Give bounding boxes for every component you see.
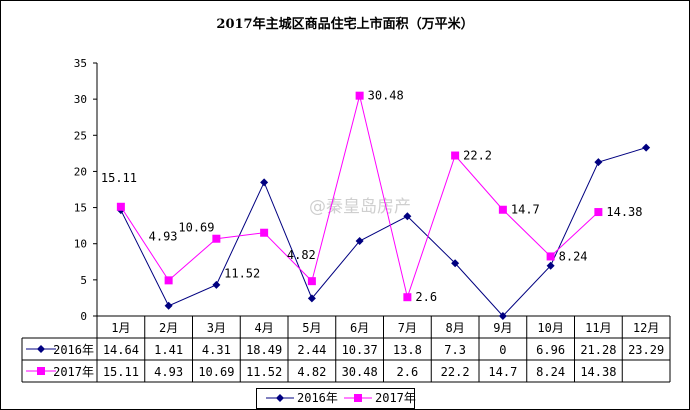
chart-title: 2017年主城区商品住宅上市面积（万平米） — [216, 16, 473, 32]
x-category-label: 2月 — [159, 321, 178, 335]
y-tick-label: 30 — [74, 93, 87, 106]
data-label: 30.48 — [368, 89, 404, 103]
data-point — [642, 143, 651, 152]
table-cell: 8.24 — [536, 365, 565, 379]
table-cell: 14.64 — [103, 343, 139, 357]
table-series-name: 2017年 — [53, 365, 94, 379]
y-tick-label: 20 — [74, 165, 87, 178]
data-point — [498, 312, 507, 320]
data-point — [307, 294, 316, 303]
legend-marker — [354, 394, 362, 402]
x-category-label: 11月 — [585, 321, 611, 335]
data-label: 8.24 — [559, 249, 588, 263]
data-point — [594, 158, 603, 167]
x-category-label: 10月 — [537, 321, 563, 335]
data-point — [451, 259, 460, 268]
table-cell: 2.6 — [397, 365, 419, 379]
table-cell: 14.7 — [488, 365, 517, 379]
table-cell: 4.31 — [202, 343, 231, 357]
x-category-label: 4月 — [255, 321, 274, 335]
legend-marker — [276, 394, 284, 402]
table-legend-marker — [37, 345, 45, 353]
table-cell: 4.82 — [297, 365, 326, 379]
table-cell: 21.28 — [580, 343, 616, 357]
table-cell: 4.93 — [154, 365, 183, 379]
y-tick-label: 35 — [74, 57, 87, 70]
data-point — [594, 208, 603, 217]
data-point — [260, 228, 269, 237]
data-point — [212, 280, 221, 289]
table-cell: 23.29 — [628, 343, 664, 357]
y-tick-label: 10 — [74, 238, 87, 251]
table-cell: 1.41 — [154, 343, 183, 357]
table-cell: 10.37 — [342, 343, 378, 357]
data-label: 4.93 — [149, 229, 178, 243]
data-point — [355, 91, 364, 100]
data-label: 14.7 — [511, 203, 540, 217]
data-point — [403, 293, 412, 302]
y-tick-label: 25 — [74, 129, 87, 142]
x-category-label: 3月 — [207, 321, 226, 335]
data-point — [307, 277, 316, 286]
x-category-label: 9月 — [493, 321, 512, 335]
table-cell: 22.2 — [441, 365, 470, 379]
table-cell: 2.44 — [297, 343, 326, 357]
data-point — [260, 178, 269, 187]
y-tick-label: 15 — [74, 202, 87, 215]
data-point — [355, 237, 364, 246]
data-point — [164, 301, 173, 310]
data-point — [116, 202, 125, 211]
data-point — [403, 212, 412, 221]
x-category-label: 6月 — [350, 321, 369, 335]
table-cell: 0 — [499, 343, 506, 357]
data-label: 15.11 — [101, 171, 137, 185]
watermark: @秦皇岛房产 — [309, 197, 411, 217]
table-cell: 10.69 — [198, 365, 234, 379]
data-label: 2.6 — [415, 290, 437, 304]
y-tick-label: 5 — [80, 274, 87, 287]
y-tick-label: 0 — [80, 310, 87, 323]
data-point — [212, 234, 221, 243]
data-label: 10.69 — [178, 221, 214, 235]
data-label: 11.52 — [224, 267, 260, 281]
data-point — [498, 205, 507, 214]
x-category-label: 1月 — [111, 321, 130, 335]
data-label: 4.82 — [287, 248, 316, 262]
table-cell: 13.8 — [393, 343, 422, 357]
data-point — [164, 276, 173, 285]
table-cell: 6.96 — [536, 343, 565, 357]
x-category-label: 7月 — [398, 321, 417, 335]
x-category-label: 12月 — [633, 321, 659, 335]
table-cell: 18.49 — [246, 343, 282, 357]
legend — [256, 388, 415, 409]
data-point — [546, 261, 555, 270]
table-series-name: 2016年 — [53, 343, 94, 357]
data-point — [546, 252, 555, 261]
x-category-label: 8月 — [446, 321, 465, 335]
data-point — [451, 151, 460, 160]
table-cell: 15.11 — [103, 365, 139, 379]
x-category-label: 5月 — [302, 321, 321, 335]
legend-label: 2016年 — [297, 391, 338, 405]
table-cell: 11.52 — [246, 365, 282, 379]
data-label: 14.38 — [606, 205, 642, 219]
table-cell: 30.48 — [342, 365, 378, 379]
table-legend-marker — [37, 367, 45, 375]
table-cell: 7.3 — [444, 343, 466, 357]
table-cell: 14.38 — [580, 365, 616, 379]
legend-label: 2017年 — [375, 391, 416, 405]
data-label: 22.2 — [463, 149, 492, 163]
